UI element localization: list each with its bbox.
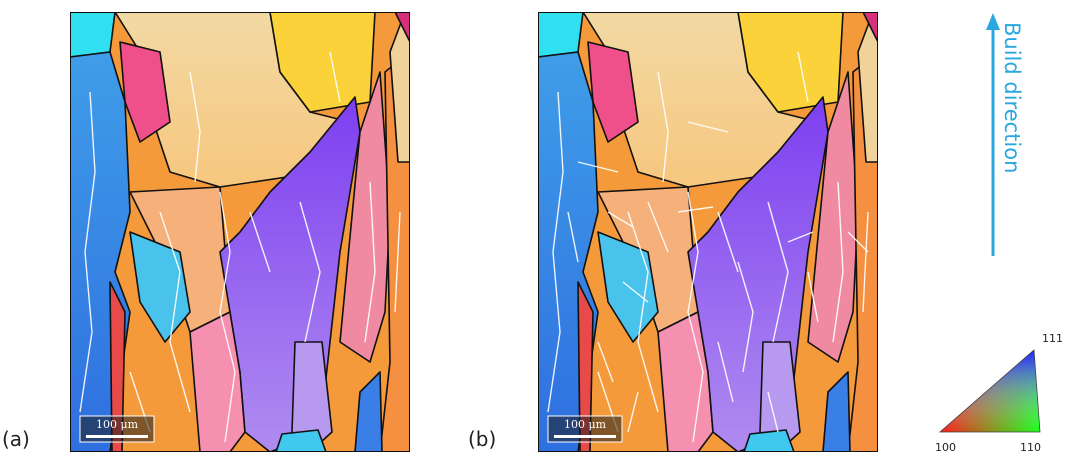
legend-label: 111 [1042, 332, 1063, 345]
grain-map [538, 12, 878, 452]
ipf-legend: 111 100 110 [935, 332, 1063, 454]
arrow-head [986, 13, 1000, 30]
build-direction-label: Build direction [1000, 22, 1024, 173]
grain-map [70, 12, 410, 452]
scale-bar [554, 435, 616, 438]
scale-bar-label: 100 μm [96, 418, 139, 431]
figure: 100 μm (a) 100 μm (b) Build direction 11… [0, 0, 1070, 461]
ipf-triangle-overlay [940, 350, 1040, 432]
scale-bar [86, 435, 148, 438]
legend-label: 110 [1020, 441, 1041, 454]
panel-label: (a) [2, 427, 30, 451]
legend-label: 100 [935, 441, 956, 454]
build-direction: Build direction [986, 13, 1024, 256]
panel-a: 100 μm [70, 12, 410, 452]
scale-bar-label: 100 μm [564, 418, 607, 431]
panel-label: (b) [468, 427, 496, 451]
panel-b: 100 μm [538, 12, 878, 452]
